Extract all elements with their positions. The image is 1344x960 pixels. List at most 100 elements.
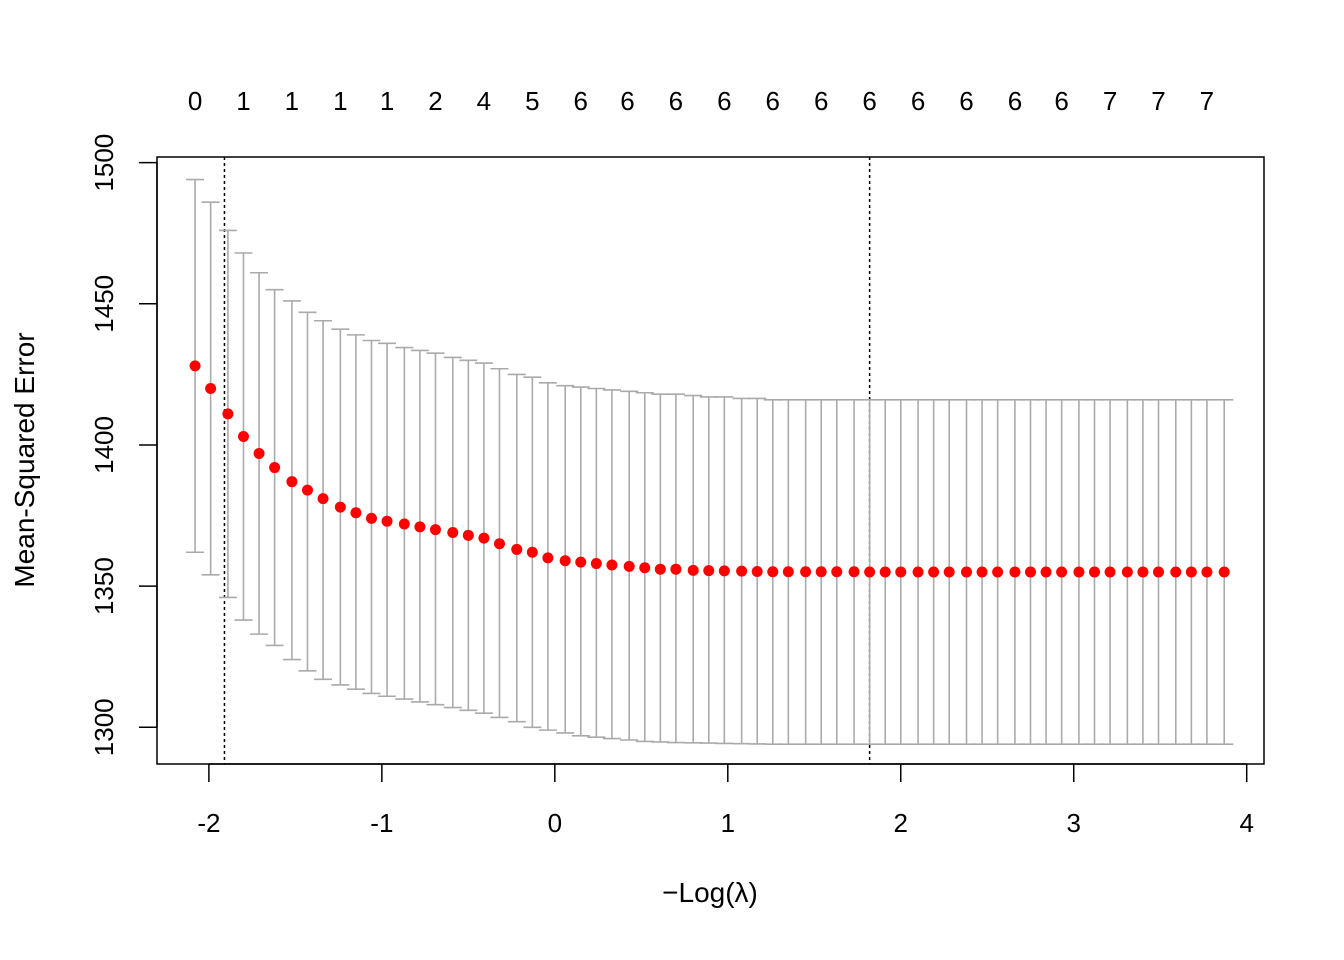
top-axis-label: 0 xyxy=(188,86,202,116)
data-point xyxy=(575,556,587,568)
data-point xyxy=(1121,566,1133,578)
data-point xyxy=(559,555,571,567)
y-tick-label: 1500 xyxy=(89,134,119,192)
data-point xyxy=(1201,566,1213,578)
data-point xyxy=(447,526,459,538)
data-point xyxy=(493,538,505,550)
data-point xyxy=(317,493,329,505)
x-tick-label: -1 xyxy=(370,808,393,838)
data-point xyxy=(623,560,635,572)
top-axis-label: 6 xyxy=(814,86,828,116)
data-point xyxy=(654,563,666,575)
data-point xyxy=(943,566,955,578)
data-point xyxy=(960,566,972,578)
data-point xyxy=(782,566,794,578)
data-point xyxy=(237,431,249,443)
data-point xyxy=(1040,566,1052,578)
data-point xyxy=(189,360,201,372)
y-tick-label: 1400 xyxy=(89,416,119,474)
data-point xyxy=(1088,566,1100,578)
data-point xyxy=(800,566,812,578)
data-point xyxy=(767,566,779,578)
data-point xyxy=(687,564,699,576)
data-point xyxy=(301,484,313,496)
data-point xyxy=(848,566,860,578)
data-point xyxy=(992,566,1004,578)
data-point xyxy=(1104,566,1116,578)
data-point xyxy=(542,552,554,564)
data-point xyxy=(269,462,281,474)
data-point xyxy=(1185,566,1197,578)
y-axis-title: Mean-Squared Error xyxy=(9,332,40,587)
top-axis-label: 5 xyxy=(525,86,539,116)
data-point xyxy=(976,566,988,578)
data-point xyxy=(670,563,682,575)
top-axis-nonzero-counts: 0 1 1 1 1 2 4 5 6 6 6 6 6 6 6 6 6 6 6 7 7 7 xyxy=(188,86,1214,116)
data-point xyxy=(334,501,346,513)
data-point xyxy=(365,512,377,524)
data-point xyxy=(1170,566,1182,578)
data-point xyxy=(751,565,763,577)
y-axis: 1300 1350 1400 1450 1500 xyxy=(89,134,158,756)
x-tick-label: 2 xyxy=(894,808,908,838)
top-axis-label: 6 xyxy=(717,86,731,116)
data-point xyxy=(895,566,907,578)
x-tick-label: 0 xyxy=(548,808,562,838)
top-axis-label: 1 xyxy=(380,86,394,116)
top-axis-label: 2 xyxy=(428,86,442,116)
top-axis-label: 6 xyxy=(766,86,780,116)
y-tick-label: 1350 xyxy=(89,557,119,615)
top-axis-label: 1 xyxy=(236,86,250,116)
data-point xyxy=(928,566,940,578)
data-point xyxy=(815,566,827,578)
data-point xyxy=(718,565,730,577)
top-axis-label: 6 xyxy=(862,86,876,116)
data-point xyxy=(831,566,843,578)
data-point xyxy=(1218,566,1230,578)
top-axis-label: 6 xyxy=(669,86,683,116)
data-point xyxy=(429,524,441,536)
top-axis-label: 6 xyxy=(1054,86,1068,116)
x-axis-title: −Log(λ) xyxy=(662,877,758,908)
data-point xyxy=(864,566,876,578)
x-tick-label: -2 xyxy=(197,808,220,838)
top-axis-label: 1 xyxy=(333,86,347,116)
data-point xyxy=(703,565,715,577)
data-point xyxy=(1137,566,1149,578)
data-point xyxy=(222,408,234,420)
data-point xyxy=(414,521,426,533)
top-axis-label: 6 xyxy=(1008,86,1022,116)
data-point xyxy=(253,447,265,459)
data-point xyxy=(286,476,298,488)
y-tick-label: 1450 xyxy=(89,275,119,333)
data-point xyxy=(1009,566,1021,578)
top-axis-label: 6 xyxy=(911,86,925,116)
y-tick-label: 1300 xyxy=(89,698,119,756)
data-point xyxy=(1056,566,1068,578)
top-axis-label: 4 xyxy=(477,86,491,116)
data-point xyxy=(462,529,474,541)
data-point xyxy=(350,507,362,519)
top-axis-label: 7 xyxy=(1200,86,1214,116)
top-axis-label: 6 xyxy=(620,86,634,116)
x-tick-label: 3 xyxy=(1067,808,1081,838)
top-axis-label: 7 xyxy=(1151,86,1165,116)
data-point xyxy=(381,515,393,527)
data-point xyxy=(511,543,523,555)
top-axis-label: 6 xyxy=(959,86,973,116)
data-point xyxy=(590,558,602,570)
data-point xyxy=(912,566,924,578)
data-point xyxy=(205,383,217,395)
x-tick-label: 1 xyxy=(721,808,735,838)
data-point xyxy=(1073,566,1085,578)
top-axis-label: 1 xyxy=(285,86,299,116)
error-bars xyxy=(186,178,1234,746)
data-point xyxy=(526,546,538,558)
data-point xyxy=(736,565,748,577)
top-axis-label: 6 xyxy=(574,86,588,116)
data-point xyxy=(478,532,490,544)
data-points xyxy=(189,360,1230,578)
x-tick-label: 4 xyxy=(1239,808,1253,838)
data-point xyxy=(879,566,891,578)
